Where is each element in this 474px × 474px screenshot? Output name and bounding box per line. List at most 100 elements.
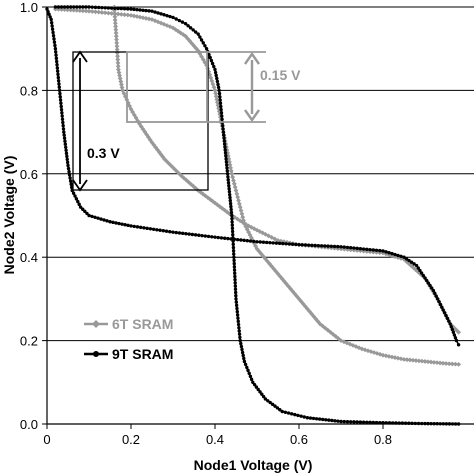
data-point (235, 216, 240, 222)
data-point (62, 5, 67, 9)
data-point (66, 166, 71, 171)
data-point (227, 184, 231, 188)
data-point (57, 82, 61, 86)
data-point (281, 239, 287, 245)
data-point (227, 189, 232, 194)
data-point (419, 271, 424, 275)
data-point (231, 245, 236, 250)
data-point (396, 253, 400, 258)
tick-labels: 0 0.2 0.4 0.6 0.8 0.0 0.2 0.4 0.6 0.8 1.0 (20, 0, 392, 447)
data-point (53, 5, 58, 9)
data-point (144, 8, 148, 13)
data-point (233, 290, 238, 295)
data-point (293, 412, 297, 417)
data-point (294, 242, 298, 247)
data-point (454, 338, 459, 343)
data-point (151, 142, 157, 148)
data-point (156, 149, 162, 155)
data-point (393, 252, 397, 257)
data-point (230, 213, 234, 218)
data-point (386, 353, 392, 359)
data-point (147, 9, 151, 13)
data-point (61, 120, 65, 125)
data-point (242, 238, 246, 243)
data-point (216, 108, 222, 114)
series-layer (45, 4, 461, 426)
data-point (62, 133, 66, 137)
data-point (140, 15, 146, 21)
data-point (64, 148, 68, 152)
data-point (440, 360, 446, 366)
data-point (431, 288, 436, 293)
data-point (319, 244, 324, 248)
data-point (335, 246, 341, 251)
data-point (221, 130, 226, 134)
data-point (164, 229, 169, 233)
data-point (238, 338, 242, 343)
data-point (212, 64, 216, 69)
data-point (212, 88, 218, 93)
data-point (260, 392, 264, 396)
data-point (426, 281, 431, 285)
data-point (434, 294, 438, 298)
data-point (305, 416, 310, 420)
data-point (261, 240, 266, 244)
data-point (213, 67, 217, 72)
data-point (213, 235, 217, 239)
data-point (236, 316, 240, 320)
data-point (358, 246, 363, 251)
data-point (135, 7, 139, 12)
data-point (87, 213, 91, 218)
data-point (268, 400, 272, 405)
data-point (65, 160, 70, 165)
data-point (371, 248, 376, 252)
data-point (231, 233, 235, 237)
data-point (278, 408, 282, 412)
data-point (289, 412, 294, 416)
data-point (437, 299, 441, 304)
data-point (352, 420, 356, 424)
data-point (221, 123, 225, 128)
data-point (216, 235, 220, 240)
data-point (228, 165, 233, 171)
data-point (115, 60, 121, 66)
data-point (105, 219, 109, 223)
data-point (325, 327, 331, 333)
data-point (214, 73, 218, 78)
data-point (368, 247, 372, 252)
data-point (240, 347, 244, 352)
data-point (130, 109, 136, 115)
legend-entry-9t-sram: 9T SRAM (84, 346, 173, 362)
data-point (58, 95, 62, 99)
data-point (209, 58, 214, 63)
data-point (133, 115, 139, 121)
data-point (416, 266, 420, 270)
data-point (302, 415, 306, 419)
data-point (413, 358, 419, 363)
annotation-0-3v: 0.3 V (87, 145, 120, 161)
data-point (168, 14, 172, 19)
data-point (100, 5, 104, 10)
data-point (338, 246, 344, 252)
data-point (196, 32, 200, 36)
data-point (66, 163, 70, 168)
data-point (232, 261, 236, 266)
data-point (224, 160, 229, 164)
data-point (138, 8, 142, 12)
data-point (228, 198, 232, 203)
y-tick-label: 0.8 (20, 83, 38, 98)
data-point (230, 223, 234, 227)
data-point (216, 85, 221, 90)
data-point (215, 79, 220, 84)
data-point (68, 176, 72, 180)
data-point (342, 245, 346, 249)
data-point (65, 7, 71, 13)
data-point (229, 210, 234, 215)
data-point (313, 243, 317, 248)
data-point (65, 157, 69, 162)
data-point (446, 361, 452, 367)
data-point (222, 133, 226, 137)
data-point (67, 170, 71, 174)
data-point (54, 53, 58, 57)
data-point (258, 240, 262, 244)
